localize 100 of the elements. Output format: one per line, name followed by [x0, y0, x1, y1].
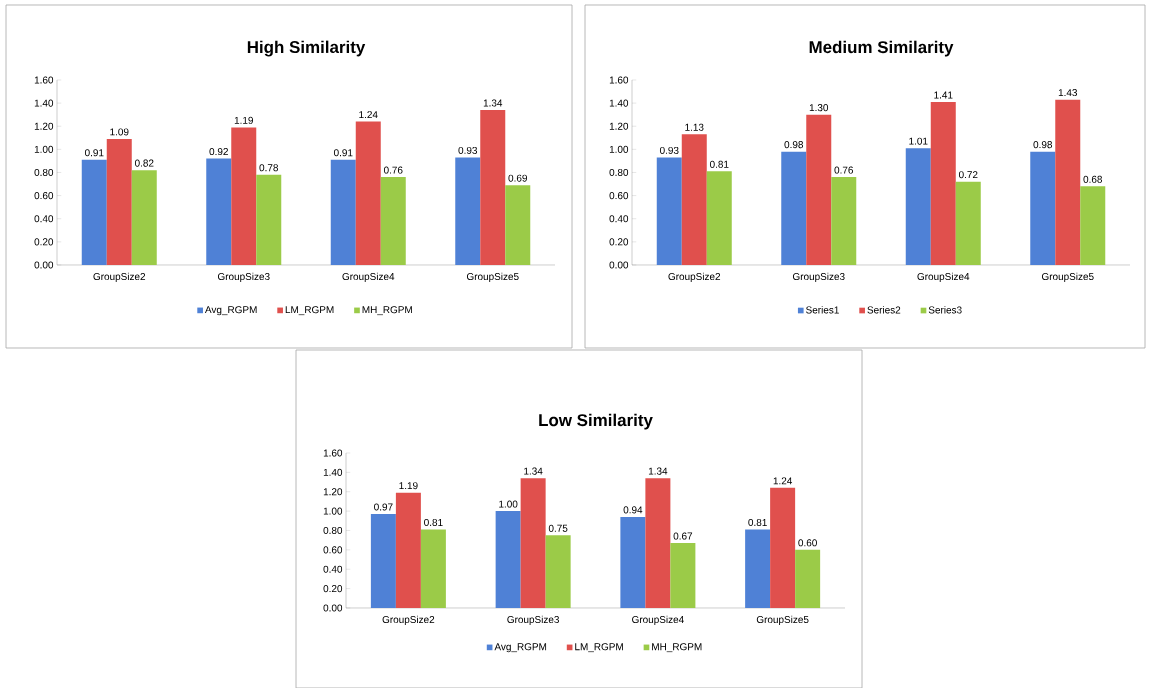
legend-label: Avg_RGPM	[204, 306, 257, 316]
y-tick-label: 0.60	[609, 192, 629, 200]
data-label: 1.41	[934, 91, 953, 99]
data-label: 0.60	[798, 539, 817, 547]
bar	[781, 151, 807, 265]
bar	[1080, 186, 1106, 265]
y-tick-label: 1.60	[34, 76, 54, 84]
bar	[480, 110, 506, 265]
bar	[806, 114, 832, 265]
bar	[770, 487, 796, 608]
data-label: 1.34	[524, 467, 543, 475]
data-label: 0.76	[383, 166, 403, 174]
y-tick-label: 0.00	[34, 261, 54, 269]
y-tick-label: 0.20	[609, 238, 629, 246]
x-tick-label: GroupSize5	[1041, 272, 1094, 283]
data-label: 1.19	[399, 482, 418, 490]
data-label: 0.93	[659, 146, 679, 154]
data-label: 1.24	[773, 477, 793, 485]
data-label: 0.91	[333, 149, 353, 157]
data-label: 1.01	[909, 137, 928, 145]
data-label: 1.09	[110, 128, 129, 136]
bar	[545, 535, 571, 608]
bar	[256, 174, 282, 265]
data-label: 1.30	[809, 104, 829, 112]
data-label: 1.34	[648, 467, 668, 475]
bar	[1030, 151, 1056, 265]
x-tick-label: GroupSize5	[756, 615, 809, 626]
bar	[495, 511, 521, 608]
data-label: 0.76	[834, 166, 854, 174]
y-tick-label: 1.00	[609, 145, 629, 153]
bar	[795, 549, 821, 608]
bar	[380, 177, 406, 265]
legend-label: Series2	[867, 306, 901, 314]
bar	[930, 101, 956, 265]
bar	[520, 478, 546, 608]
bar	[395, 492, 421, 608]
bar	[420, 529, 446, 608]
x-tick-label: GroupSize4	[917, 272, 970, 283]
data-label: 0.82	[134, 159, 154, 167]
y-tick-label: 1.40	[34, 99, 54, 107]
data-label: 1.13	[685, 123, 704, 131]
y-tick-label: 1.40	[323, 468, 343, 476]
x-tick-label: GroupSize3	[217, 272, 270, 283]
y-tick-label: 0.40	[609, 215, 629, 223]
data-label: 0.97	[374, 503, 393, 511]
y-tick-label: 1.20	[34, 122, 54, 130]
y-tick-label: 0.60	[34, 192, 54, 200]
bar	[620, 516, 646, 608]
bar	[81, 159, 107, 265]
y-tick-label: 0.00	[609, 261, 629, 269]
bar	[745, 529, 771, 608]
legend-label: LM_RGPM	[575, 643, 623, 653]
data-label: 1.24	[359, 111, 378, 119]
legend-label: MH_RGPM	[652, 643, 702, 653]
y-tick-label: 0.80	[323, 526, 343, 535]
y-tick-label: 0.20	[323, 585, 343, 593]
legend-label: Series1	[806, 306, 839, 314]
data-label: 0.93	[458, 146, 478, 154]
x-tick-label: GroupSize3	[792, 272, 845, 283]
bar	[706, 171, 732, 265]
bar	[656, 157, 682, 265]
y-tick-label: 1.60	[609, 76, 629, 84]
data-label: 0.91	[84, 149, 104, 157]
data-label: 0.81	[748, 518, 767, 526]
data-label: 0.92	[209, 148, 228, 156]
bar	[206, 158, 232, 265]
chart-title: High Similarity	[247, 40, 366, 57]
bar	[505, 185, 531, 265]
y-tick-label: 0.00	[323, 604, 343, 612]
bar	[831, 177, 857, 265]
y-tick-label: 0.40	[34, 215, 54, 223]
y-tick-label: 0.20	[34, 238, 54, 246]
data-label: 0.94	[623, 506, 643, 514]
legend-label: Series3	[928, 306, 962, 314]
y-tick-label: 1.60	[323, 449, 343, 457]
legend-label: MH_RGPM	[362, 306, 412, 316]
x-tick-label: GroupSize2	[668, 272, 721, 283]
chart-title: Low Similarity	[539, 413, 653, 430]
bar	[1055, 99, 1081, 265]
data-label: 1.00	[499, 500, 518, 508]
x-tick-label: GroupSize2	[93, 272, 146, 283]
x-tick-label: GroupSize5	[466, 272, 519, 283]
data-label: 0.69	[508, 174, 527, 182]
chart-title: Medium Similarity	[809, 40, 954, 57]
data-label: 0.98	[784, 141, 804, 149]
data-label: 0.67	[673, 532, 693, 540]
y-tick-label: 0.60	[323, 546, 343, 554]
bar	[231, 127, 257, 265]
bar	[955, 181, 981, 265]
bar	[330, 159, 356, 265]
data-label: 0.78	[259, 164, 279, 172]
y-tick-label: 1.40	[609, 99, 629, 107]
bar	[905, 148, 931, 265]
y-tick-label: 0.40	[323, 565, 343, 573]
data-label: 1.43	[1058, 89, 1078, 97]
bar	[645, 478, 671, 608]
legend-label: LM_RGPM	[285, 306, 334, 316]
bar	[670, 543, 696, 608]
y-tick-label: 1.20	[609, 122, 629, 130]
y-tick-label: 1.00	[34, 145, 54, 153]
